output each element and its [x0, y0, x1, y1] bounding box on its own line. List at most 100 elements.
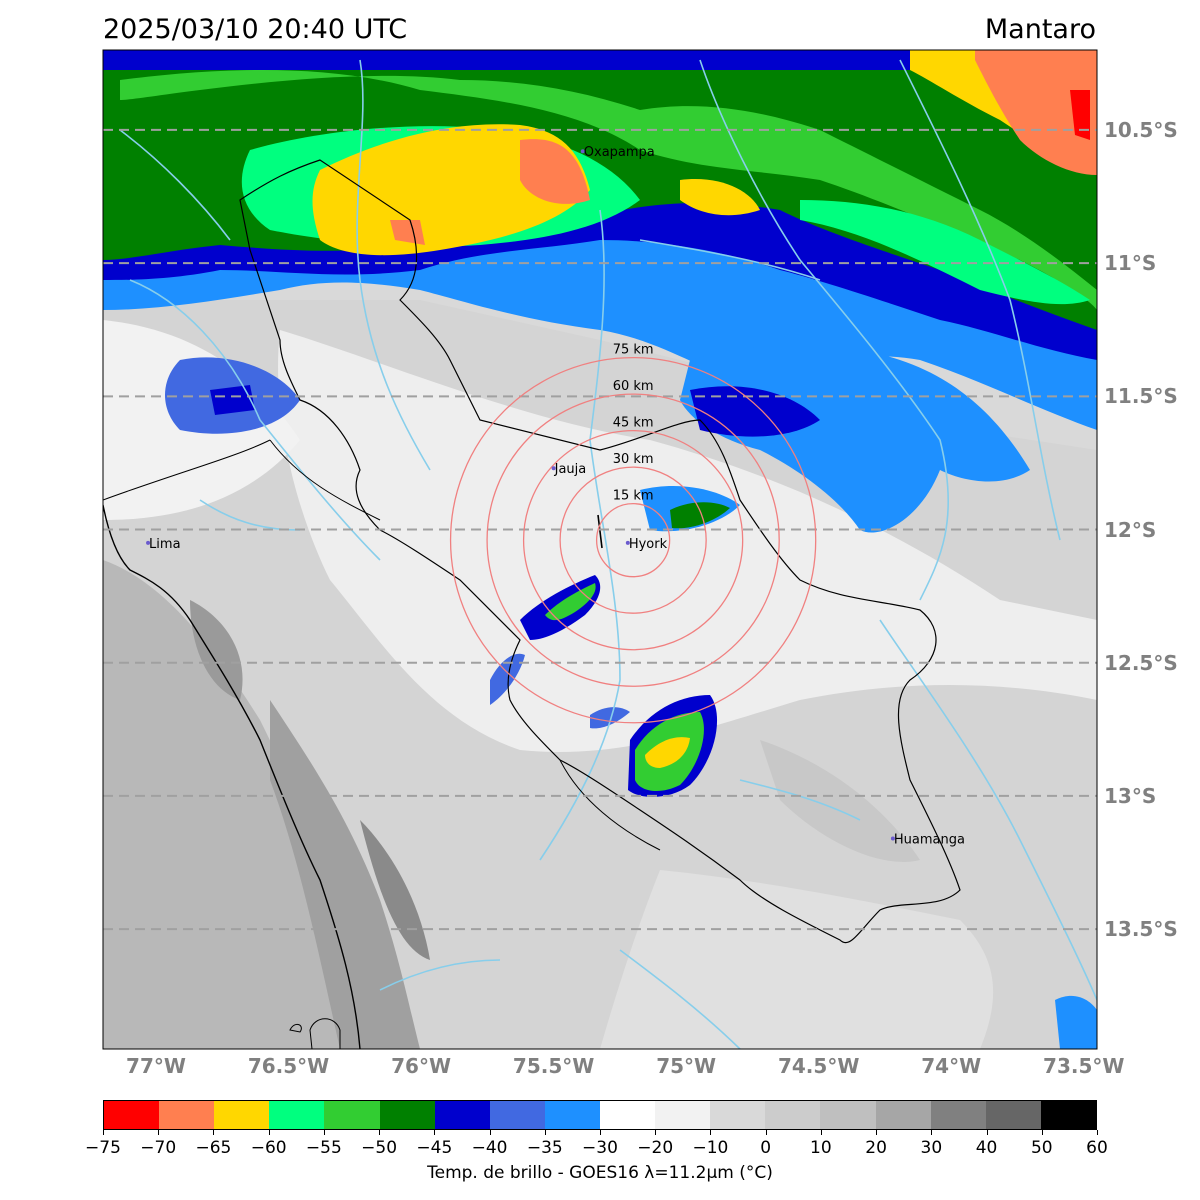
colorbar-label: Temp. de brillo - GOES16 λ=11.2μm (°C) [427, 1163, 773, 1183]
river-east [699, 59, 950, 601]
admin-border-2 [269, 439, 381, 521]
storm-cell-small-2 [590, 707, 630, 729]
river-1 [356, 59, 431, 471]
colorbar-tickmark [655, 1130, 657, 1135]
lon-tick-label: 76°W [391, 1054, 452, 1078]
colorbar-tickmark [379, 1130, 381, 1135]
colorbar-segment [214, 1101, 270, 1129]
city-markers: Oxapampa Jauja Hyork Lima Huamanga [146, 145, 965, 848]
city-dot [580, 149, 585, 154]
coastline [103, 504, 361, 1049]
lat-tick-label: 11.5°S [1104, 384, 1178, 409]
range-ring [486, 393, 780, 687]
lat-tick-label: 12.5°S [1104, 650, 1178, 675]
cloud-core-yellow-small [680, 179, 760, 216]
range-ring-label: 15 km [613, 489, 654, 504]
colorbar-segment [324, 1101, 380, 1129]
cloud-blob-west-core [210, 385, 255, 415]
lon-tick-label: 77°W [126, 1054, 186, 1078]
colorbar-tick-label: 20 [865, 1138, 887, 1158]
colorbar-tick-label: 30 [920, 1138, 943, 1158]
range-ring-label: 60 km [613, 379, 654, 394]
lon-tick-label: 75°W [656, 1054, 717, 1078]
city-dot [890, 836, 895, 841]
river-mantaro [539, 209, 621, 861]
range-ring [595, 503, 671, 578]
colorbar-segment [985, 1101, 1041, 1129]
coast-dark [270, 700, 420, 1049]
colorbar-tick-label: −10 [692, 1138, 729, 1158]
colorbar-tick-label: −50 [361, 1138, 398, 1158]
river-se [879, 619, 1097, 1001]
range-ring [449, 356, 817, 724]
lon-tick-label: 74°W [921, 1054, 982, 1078]
lon-tick-label: 76.5°W [247, 1054, 330, 1078]
colorbar-tickmark [765, 1130, 767, 1135]
colorbar [103, 1100, 1097, 1130]
lat-tick-label: 12°S [1104, 517, 1157, 542]
colorbar-segment [765, 1101, 821, 1129]
city-label: Huamanga [894, 833, 965, 848]
lat-tick-label: 13°S [1104, 783, 1157, 808]
south-field [600, 870, 994, 1049]
colorbar-tick-label: −30 [582, 1138, 618, 1158]
colorbar-tickmark [600, 1130, 601, 1135]
region-title: Mantaro [984, 14, 1096, 45]
lon-tick-label: 75.5°W [512, 1054, 595, 1078]
colorbar-tickmark [710, 1130, 712, 1135]
range-ring-label: 45 km [613, 416, 654, 431]
colorbar-segment [434, 1101, 490, 1129]
colorbar-segment [269, 1101, 325, 1129]
colorbar-tick-label: −40 [471, 1138, 508, 1158]
cloud-band-green [120, 70, 1097, 310]
city-label: Jauja [554, 462, 587, 477]
lat-tick-label: 13.5°S [1104, 917, 1178, 942]
colorbar-tickmark [158, 1130, 160, 1135]
east-grey [760, 740, 920, 862]
colorbar-tickmark [931, 1130, 933, 1135]
colorbar-tick-label: −70 [140, 1138, 177, 1158]
colorbar-tick-label: −20 [637, 1138, 674, 1158]
colorbar-tickmark [820, 1130, 822, 1135]
colorbar-segment [930, 1101, 986, 1129]
cloud-core-orange [520, 139, 590, 204]
coast-darker [360, 820, 430, 960]
colorbar-segment [599, 1101, 656, 1129]
colorbar-tickmark [544, 1130, 546, 1135]
storm-cell-center-green [545, 583, 596, 621]
colorbar-tickmark [434, 1130, 436, 1135]
colorbar-segment [820, 1101, 876, 1129]
island-1 [289, 1023, 302, 1033]
range-rings: 15 km 30 km 45 km 60 km 75 km [449, 343, 817, 724]
river-west [129, 279, 381, 561]
map-frame [102, 49, 1098, 1050]
coast-grey [103, 560, 360, 1049]
city-dot [146, 540, 151, 545]
cloud-core-orange-ne [975, 50, 1097, 175]
colorbar-tick-label: −60 [250, 1138, 287, 1158]
range-ring [559, 466, 707, 614]
river-2 [639, 239, 821, 281]
range-ring-label: 75 km [613, 343, 654, 358]
datetime-title: 2025/03/10 20:40 UTC [103, 14, 408, 45]
river-3 [119, 129, 231, 241]
colorbar-segment [544, 1101, 600, 1129]
cloud-core-orange-2 [390, 220, 425, 245]
range-ring [522, 429, 744, 651]
colorbar-tick-label: 60 [1086, 1138, 1108, 1158]
colorbar-segment [159, 1101, 215, 1129]
admin-border-3 [559, 759, 661, 851]
lon-tick-label: 73.5°W [1043, 1054, 1125, 1078]
colorbar-tick-label: −75 [85, 1138, 121, 1158]
lat-tick-label: 10.5°S [1104, 117, 1178, 142]
admin-border-lima [103, 439, 271, 501]
cloud-band-teal-east [800, 200, 1090, 305]
colorbar-tick-label: −35 [526, 1138, 563, 1158]
colorbar-segment [710, 1101, 766, 1129]
radar-beam-line [597, 514, 603, 549]
river-s [619, 949, 741, 1049]
coast-dark-2 [190, 600, 243, 700]
range-ring-label: 30 km [613, 452, 654, 467]
colorbar-tick-label: 50 [1030, 1138, 1053, 1158]
